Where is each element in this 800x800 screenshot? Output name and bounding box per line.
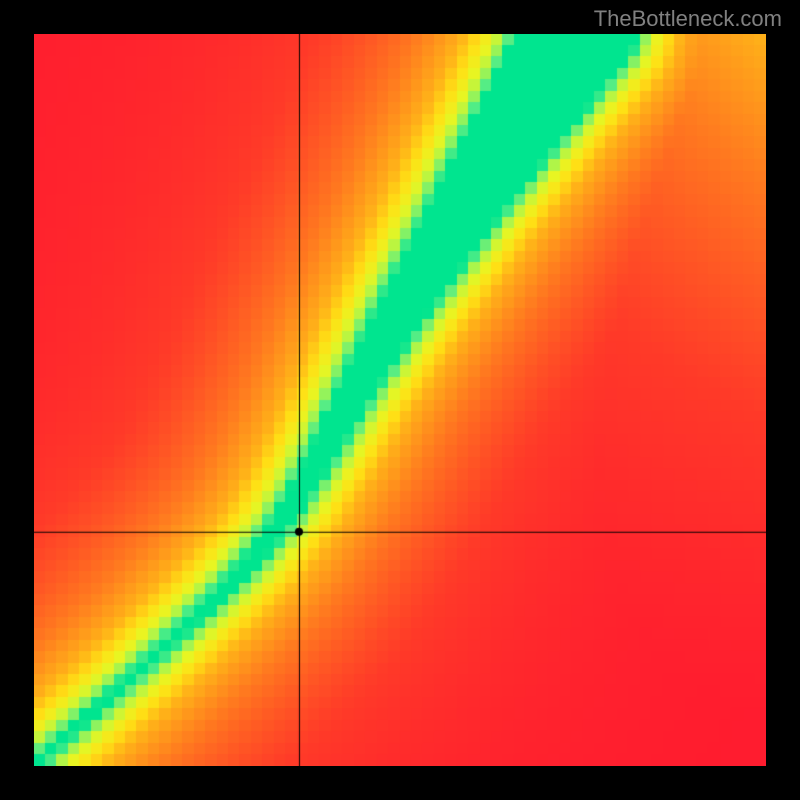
watermark-text: TheBottleneck.com [594,6,782,32]
bottleneck-heatmap [34,34,766,766]
